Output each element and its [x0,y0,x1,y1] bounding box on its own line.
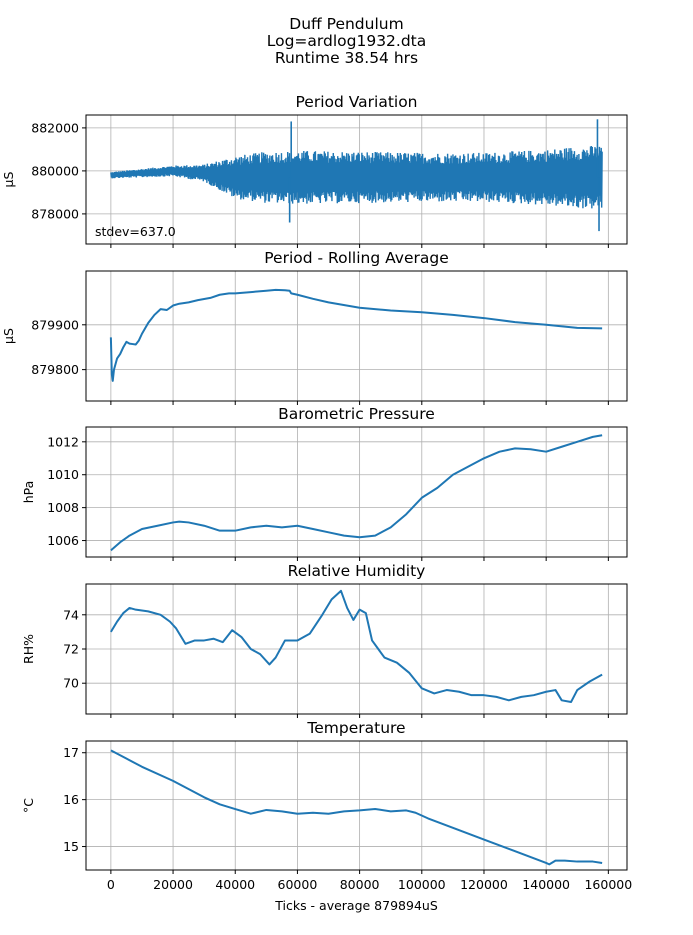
figure-title-line-3: Runtime 38.54 hrs [275,49,418,67]
figure-title-line-2: Log=ardlog1932.dta [267,32,427,50]
y-axis-label: RH% [21,634,36,664]
panel-title: Barometric Pressure [278,405,435,423]
x-tick-label: 120000 [460,877,508,892]
y-tick-label: 1010 [47,467,79,482]
x-tick-label: 0 [107,877,115,892]
y-axis-label: hPa [21,481,36,504]
x-tick-label: 100000 [398,877,446,892]
y-tick-label: 1012 [47,434,79,449]
y-tick-label: 878000 [31,206,79,221]
y-axis-label: µS [1,328,16,344]
x-tick-label: 40000 [215,877,255,892]
x-tick-label: 140000 [522,877,570,892]
x-tick-label: 160000 [584,877,632,892]
y-tick-label: 70 [63,676,79,691]
x-tick-label: 20000 [153,877,193,892]
y-tick-label: 17 [63,745,79,760]
panel-title: Relative Humidity [288,562,426,580]
y-tick-label: 16 [63,792,79,807]
panel-title: Temperature [306,719,405,737]
y-axis-label: µS [1,171,16,187]
y-tick-label: 880000 [31,163,79,178]
panel-title: Period - Rolling Average [264,249,449,267]
y-tick-label: 15 [63,839,79,854]
y-axis-label: °C [21,798,36,813]
figure-title-line-1: Duff Pendulum [289,15,403,33]
y-tick-label: 882000 [31,120,79,135]
y-tick-label: 1008 [47,500,79,515]
x-tick-label: 60000 [278,877,318,892]
y-tick-label: 879900 [31,317,79,332]
stdev-annotation: stdev=637.0 [95,224,176,239]
panel-title: Period Variation [295,93,417,111]
y-tick-label: 879800 [31,362,79,377]
y-tick-label: 72 [63,642,79,657]
y-tick-label: 1006 [47,533,79,548]
x-tick-label: 80000 [340,877,380,892]
x-axis-label: Ticks - average 879894uS [274,898,438,913]
y-tick-label: 74 [63,607,79,622]
